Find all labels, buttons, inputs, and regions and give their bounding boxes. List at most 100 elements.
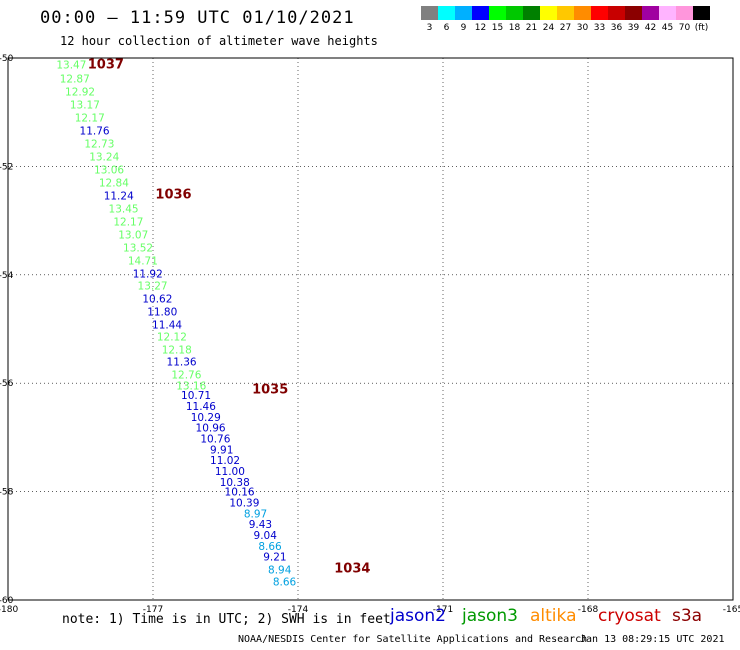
lon-label: -168 xyxy=(578,605,599,615)
wave-height-value: 12.12 xyxy=(157,332,187,344)
wave-height-value: 13.07 xyxy=(118,230,148,242)
color-scale-label: (ft) xyxy=(694,23,709,33)
color-scale-label: 21 xyxy=(525,23,538,33)
color-swatch xyxy=(540,6,557,20)
wave-height-value: 10.62 xyxy=(142,294,172,306)
color-swatch xyxy=(455,6,472,20)
wave-height-value: 12.17 xyxy=(75,113,105,125)
color-swatch xyxy=(659,6,676,20)
color-scale-label: 30 xyxy=(576,23,589,33)
wave-height-value: 10.16 xyxy=(225,487,255,499)
color-swatch xyxy=(591,6,608,20)
lon-label: -171 xyxy=(433,605,453,615)
wave-height-value: 11.36 xyxy=(167,357,197,369)
wave-height-value: 12.17 xyxy=(113,217,143,229)
color-scale-label: 36 xyxy=(610,23,623,33)
wave-height-value: 13.47 xyxy=(56,60,86,72)
pressure-label: 1036 xyxy=(155,188,191,203)
wave-height-value: 12.76 xyxy=(171,370,201,382)
color-scale-label: 3 xyxy=(426,23,433,33)
pressure-label: 1034 xyxy=(334,561,370,576)
lon-label: -180 xyxy=(0,605,18,615)
wave-height-value: 10.71 xyxy=(181,390,211,402)
wave-height-value: 12.87 xyxy=(60,74,90,86)
wave-height-value: 8.97 xyxy=(244,508,267,520)
color-scale-label: 18 xyxy=(508,23,521,33)
wave-height-value: 13.24 xyxy=(89,152,119,164)
footer-note: note: 1) Time is in UTC; 2) SWH is in fe… xyxy=(62,612,391,627)
wave-height-value: 13.27 xyxy=(138,281,168,293)
wave-height-value: 13.45 xyxy=(109,204,139,216)
wave-height-value: 11.02 xyxy=(210,455,240,467)
color-swatch xyxy=(438,6,455,20)
color-scale-label: 33 xyxy=(593,23,606,33)
wave-height-value: 10.38 xyxy=(220,477,250,489)
lat-label: -54 xyxy=(0,271,14,281)
wave-height-value: 10.39 xyxy=(229,497,259,509)
pressure-label: 1035 xyxy=(252,383,288,398)
map-title: 00:00 – 11:59 UTC 01/10/2021 xyxy=(40,8,355,28)
wave-height-value: 9.43 xyxy=(249,519,272,531)
lat-label: -56 xyxy=(0,379,14,389)
color-swatch xyxy=(625,6,642,20)
color-swatch xyxy=(506,6,523,20)
wave-height-value: 10.96 xyxy=(196,423,226,435)
satellite-legend-item: s3a xyxy=(672,606,703,626)
wave-height-value: 13.06 xyxy=(94,165,124,177)
wave-height-value: 9.21 xyxy=(263,552,286,564)
wave-height-value: 14.71 xyxy=(128,256,158,268)
credit-line: NOAA/NESDIS Center for Satellite Applica… xyxy=(238,634,588,645)
satellite-legend-item: altika xyxy=(530,606,577,626)
wave-height-value: 11.76 xyxy=(80,126,110,138)
wave-height-value: 12.73 xyxy=(84,139,114,151)
wave-height-value: 9.91 xyxy=(210,444,233,456)
wave-height-value: 10.29 xyxy=(191,412,221,424)
wave-height-value: 12.84 xyxy=(99,178,129,190)
color-scale-label: 9 xyxy=(460,23,467,33)
wave-height-value: 11.24 xyxy=(104,191,134,203)
wave-height-value: 9.04 xyxy=(254,530,278,542)
wave-height-value: 13.52 xyxy=(123,243,153,255)
lat-label: -60 xyxy=(0,596,14,606)
color-swatch xyxy=(642,6,659,20)
satellite-legend-item: jason2 xyxy=(390,606,446,626)
map-subtitle: 12 hour collection of altimeter wave hei… xyxy=(60,34,378,48)
color-swatch xyxy=(421,6,438,20)
color-scale-label: 70 xyxy=(678,23,691,33)
color-scale-label: 27 xyxy=(559,23,572,33)
lon-label: -174 xyxy=(288,605,309,615)
color-swatch xyxy=(489,6,506,20)
wave-height-value: 11.92 xyxy=(133,269,163,281)
lat-label: -50 xyxy=(0,54,14,64)
lon-label: -177 xyxy=(143,605,163,615)
wave-height-value: 11.00 xyxy=(215,466,245,478)
wave-height-value: 12.18 xyxy=(162,345,192,357)
wave-height-value: 11.80 xyxy=(147,307,177,319)
pressure-label: 1037 xyxy=(88,57,124,72)
color-swatch xyxy=(523,6,540,20)
color-scale-label: 39 xyxy=(627,23,640,33)
wave-height-value: 11.44 xyxy=(152,320,182,332)
wave-height-value: 8.66 xyxy=(273,577,297,589)
wave-height-value: 11.46 xyxy=(186,401,216,413)
color-swatch xyxy=(472,6,489,20)
color-swatch xyxy=(676,6,693,20)
generation-timestamp: Jan 13 08:29:15 UTC 2021 xyxy=(580,634,725,645)
wave-height-value: 13.17 xyxy=(70,100,100,112)
lon-label: -165 xyxy=(723,605,740,615)
color-scale-label: 15 xyxy=(491,23,504,33)
wave-height-value: 8.94 xyxy=(268,565,292,577)
lat-label: -52 xyxy=(0,162,13,172)
satellite-legend-item: cryosat xyxy=(598,606,661,626)
color-scale-label: 12 xyxy=(474,23,487,33)
satellite-legend-item: jason3 xyxy=(462,606,518,626)
lat-label: -58 xyxy=(0,488,14,498)
color-swatch xyxy=(693,6,710,20)
wave-height-value: 13.16 xyxy=(176,380,206,392)
color-scale-label: 24 xyxy=(542,23,555,33)
color-swatch xyxy=(608,6,625,20)
color-scale-label: 42 xyxy=(644,23,657,33)
color-swatch xyxy=(574,6,591,20)
color-swatch xyxy=(557,6,574,20)
